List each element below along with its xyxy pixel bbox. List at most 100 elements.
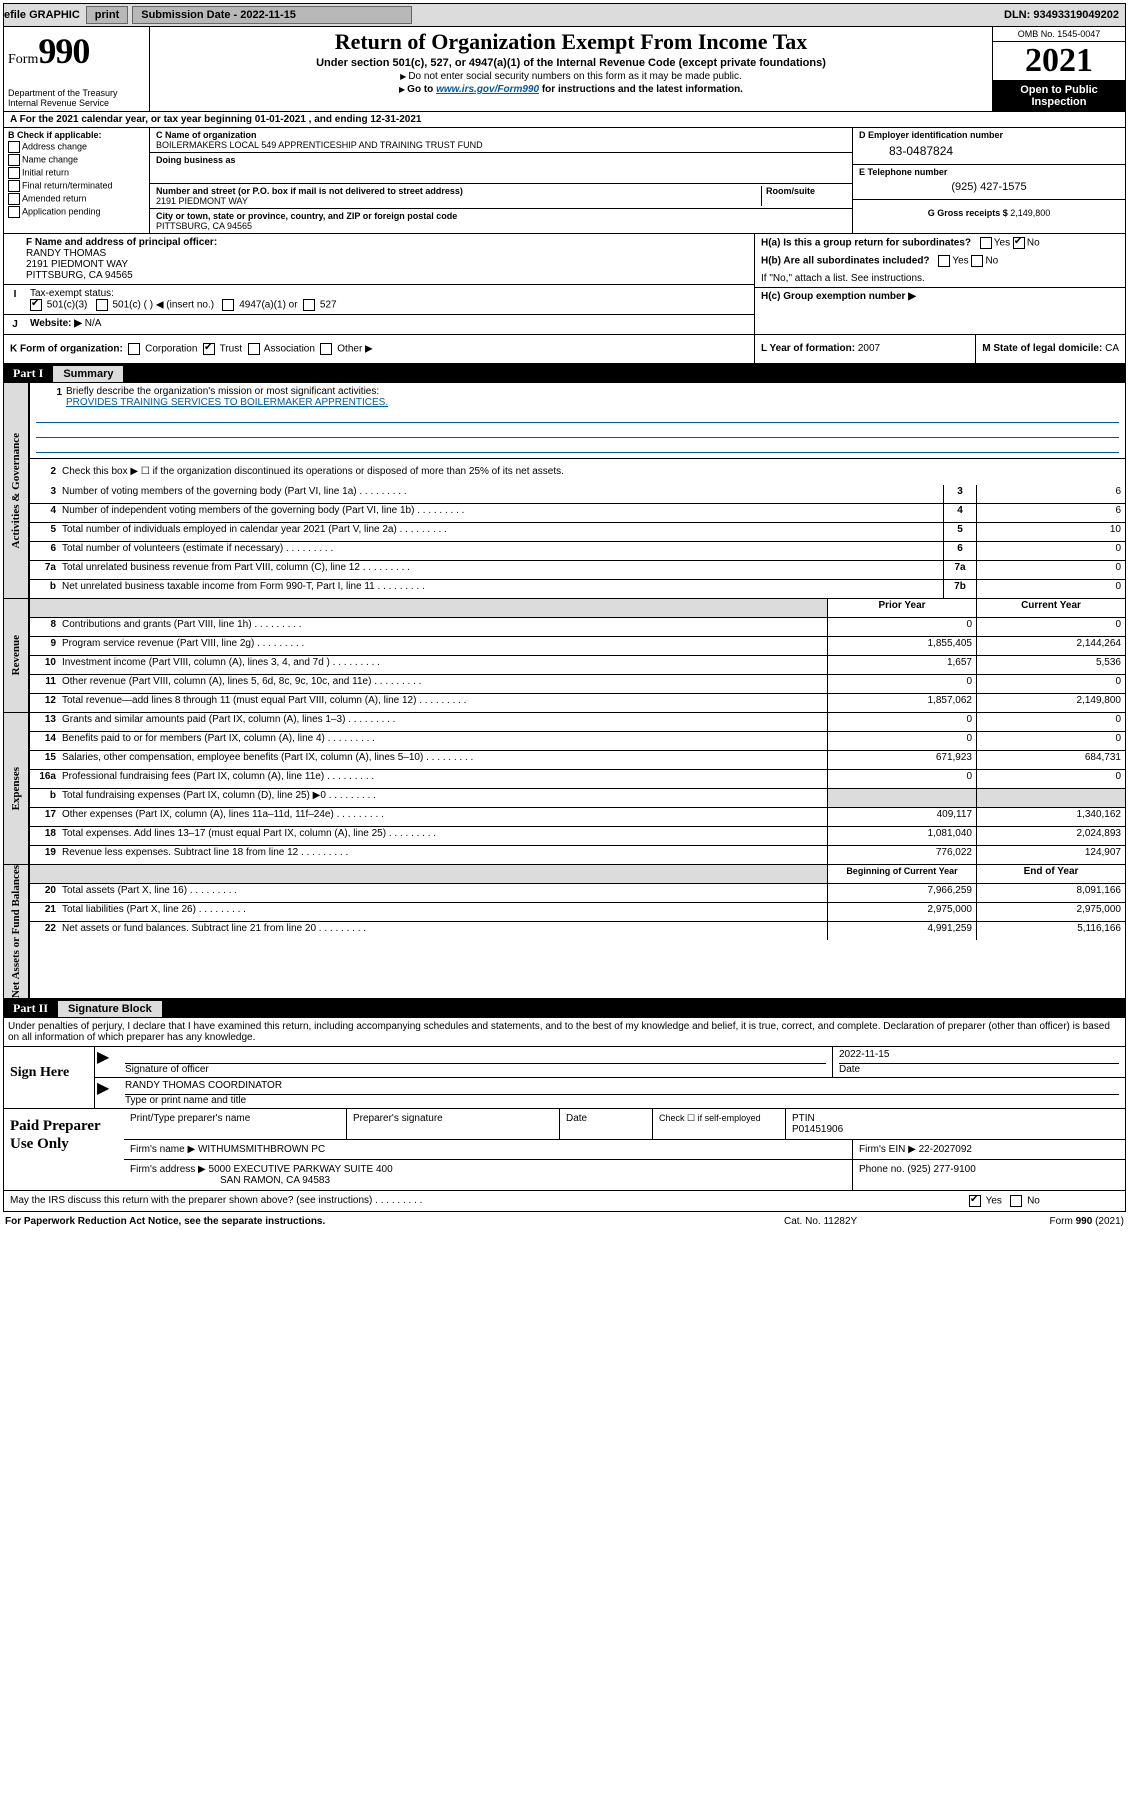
- open-inspection-badge: Open to Public Inspection: [993, 81, 1125, 111]
- domicile-value: CA: [1105, 343, 1119, 354]
- hb-yes-checkbox[interactable]: [938, 255, 950, 267]
- form-title: Return of Organization Exempt From Incom…: [156, 29, 986, 55]
- table-row: 21Total liabilities (Part X, line 26)2,9…: [30, 903, 1125, 922]
- firm-addr1: 5000 EXECUTIVE PARKWAY SUITE 400: [209, 1164, 393, 1175]
- firm-ein-label: Firm's EIN ▶: [859, 1144, 916, 1155]
- line2-text: Check this box ▶ ☐ if the organization d…: [60, 465, 1125, 483]
- table-row: 22Net assets or fund balances. Subtract …: [30, 922, 1125, 940]
- 527-checkbox[interactable]: [303, 299, 315, 311]
- domicile-label: M State of legal domicile:: [982, 343, 1102, 354]
- ha-no-checkbox[interactable]: [1013, 237, 1025, 249]
- paid-preparer-block: Paid Preparer Use Only Print/Type prepar…: [3, 1109, 1126, 1191]
- corp-checkbox[interactable]: [128, 343, 140, 355]
- address-value: 2191 PIEDMONT WAY: [156, 196, 761, 206]
- firm-phone-value: (925) 277-9100: [907, 1164, 975, 1175]
- year-formation-value: 2007: [858, 343, 880, 354]
- firm-addr-label: Firm's address ▶: [130, 1164, 206, 1175]
- city-label: City or town, state or province, country…: [156, 211, 846, 221]
- penalties-text: Under penalties of perjury, I declare th…: [3, 1018, 1126, 1047]
- officer-name: RANDY THOMAS: [26, 248, 106, 259]
- sign-arrow-icon-2: ▶: [95, 1078, 119, 1108]
- form-subtitle: Under section 501(c), 527, or 4947(a)(1)…: [156, 57, 986, 69]
- sig-officer-label: Signature of officer: [125, 1064, 826, 1075]
- application-pending-checkbox[interactable]: [8, 206, 20, 218]
- ptin-label: PTIN: [792, 1113, 815, 1124]
- initial-return-checkbox[interactable]: [8, 167, 20, 179]
- principal-officer-label: F Name and address of principal officer:: [26, 237, 217, 248]
- form-org-label: K Form of organization:: [10, 344, 123, 355]
- revenue-section: Revenue Prior Year Current Year 8Contrib…: [3, 599, 1126, 713]
- gov-row: 5Total number of individuals employed in…: [30, 523, 1125, 542]
- netassets-side-label: Net Assets or Fund Balances: [10, 865, 22, 998]
- form-header: Form990 Department of the Treasury Inter…: [3, 27, 1126, 112]
- firm-addr2: SAN RAMON, CA 94583: [130, 1175, 330, 1186]
- address-label: Number and street (or P.O. box if mail i…: [156, 186, 761, 196]
- discuss-yes-checkbox[interactable]: [969, 1195, 981, 1207]
- officer-addr2: PITTSBURG, CA 94565: [26, 270, 133, 281]
- efile-label: efile GRAPHIC: [4, 9, 80, 21]
- governance-section: Activities & Governance 1 Briefly descri…: [3, 383, 1126, 599]
- cat-number: Cat. No. 11282Y: [784, 1216, 984, 1227]
- gov-row: 7aTotal unrelated business revenue from …: [30, 561, 1125, 580]
- top-toolbar: efile GRAPHIC print Submission Date - 20…: [3, 3, 1126, 27]
- name-change-checkbox[interactable]: [8, 154, 20, 166]
- goto-note: Go to www.irs.gov/Form990 for instructio…: [156, 84, 986, 95]
- officer-addr1: 2191 PIEDMONT WAY: [26, 259, 128, 270]
- submission-date-button[interactable]: Submission Date - 2022-11-15: [132, 6, 412, 24]
- tax-year: 2021: [993, 42, 1125, 81]
- amended-return-checkbox[interactable]: [8, 193, 20, 205]
- tax-year-range: A For the 2021 calendar year, or tax yea…: [3, 112, 1126, 128]
- discuss-question: May the IRS discuss this return with the…: [10, 1195, 372, 1206]
- assoc-checkbox[interactable]: [248, 343, 260, 355]
- final-return-checkbox[interactable]: [8, 180, 20, 192]
- 501c-checkbox[interactable]: [96, 299, 108, 311]
- type-name-label: Type or print name and title: [125, 1095, 1119, 1106]
- gov-row: 3Number of voting members of the governi…: [30, 485, 1125, 504]
- trust-checkbox[interactable]: [203, 343, 215, 355]
- tax-exempt-label: Tax-exempt status:: [30, 288, 114, 299]
- part1-header: Part I Summary: [3, 364, 1126, 383]
- sign-arrow-icon: ▶: [95, 1047, 119, 1077]
- table-row: 10Investment income (Part VIII, column (…: [30, 656, 1125, 675]
- room-label: Room/suite: [766, 186, 815, 196]
- end-year-header: End of Year: [976, 865, 1125, 883]
- revenue-side-label: Revenue: [10, 635, 22, 675]
- ha-yes-checkbox[interactable]: [980, 237, 992, 249]
- firm-name-label: Firm's name ▶: [130, 1144, 195, 1155]
- 4947-checkbox[interactable]: [222, 299, 234, 311]
- print-button[interactable]: print: [86, 6, 128, 24]
- gov-row: 6Total number of volunteers (estimate if…: [30, 542, 1125, 561]
- form-number: Form990: [8, 30, 145, 72]
- sign-here-block: Sign Here ▶ Signature of officer 2022-11…: [3, 1047, 1126, 1109]
- hb-no-checkbox[interactable]: [971, 255, 983, 267]
- mission-text: PROVIDES TRAINING SERVICES TO BOILERMAKE…: [66, 397, 388, 408]
- sign-here-label: Sign Here: [4, 1047, 94, 1108]
- current-year-header: Current Year: [976, 599, 1125, 617]
- paid-preparer-label: Paid Preparer Use Only: [4, 1109, 124, 1190]
- ein-value: 83-0487824: [859, 140, 1119, 162]
- mission-label: Briefly describe the organization's miss…: [66, 386, 379, 397]
- irs-link[interactable]: www.irs.gov/Form990: [436, 84, 539, 95]
- table-row: 8Contributions and grants (Part VIII, li…: [30, 618, 1125, 637]
- other-checkbox[interactable]: [320, 343, 332, 355]
- table-row: 15Salaries, other compensation, employee…: [30, 751, 1125, 770]
- self-employed-check: Check ☐ if self-employed: [652, 1109, 785, 1139]
- governance-side-label: Activities & Governance: [10, 433, 22, 548]
- prior-year-header: Prior Year: [827, 599, 976, 617]
- sign-date-value: 2022-11-15: [839, 1049, 1119, 1064]
- form-page-label: Form 990 (2021): [984, 1216, 1124, 1227]
- org-name-value: BOILERMAKERS LOCAL 549 APPRENTICESHIP AN…: [156, 140, 846, 150]
- ein-label: D Employer identification number: [859, 130, 1003, 140]
- print-preparer-label: Print/Type preparer's name: [124, 1109, 346, 1139]
- table-row: 11Other revenue (Part VIII, column (A), …: [30, 675, 1125, 694]
- table-row: 14Benefits paid to or for members (Part …: [30, 732, 1125, 751]
- phone-label: E Telephone number: [859, 167, 947, 177]
- address-change-checkbox[interactable]: [8, 141, 20, 153]
- ha-label: H(a) Is this a group return for subordin…: [761, 238, 971, 249]
- officer-status-block: F Name and address of principal officer:…: [3, 234, 1126, 335]
- table-row: 13Grants and similar amounts paid (Part …: [30, 713, 1125, 732]
- expenses-section: Expenses 13Grants and similar amounts pa…: [3, 713, 1126, 865]
- table-row: 19Revenue less expenses. Subtract line 1…: [30, 846, 1125, 864]
- 501c3-checkbox[interactable]: [30, 299, 42, 311]
- discuss-no-checkbox[interactable]: [1010, 1195, 1022, 1207]
